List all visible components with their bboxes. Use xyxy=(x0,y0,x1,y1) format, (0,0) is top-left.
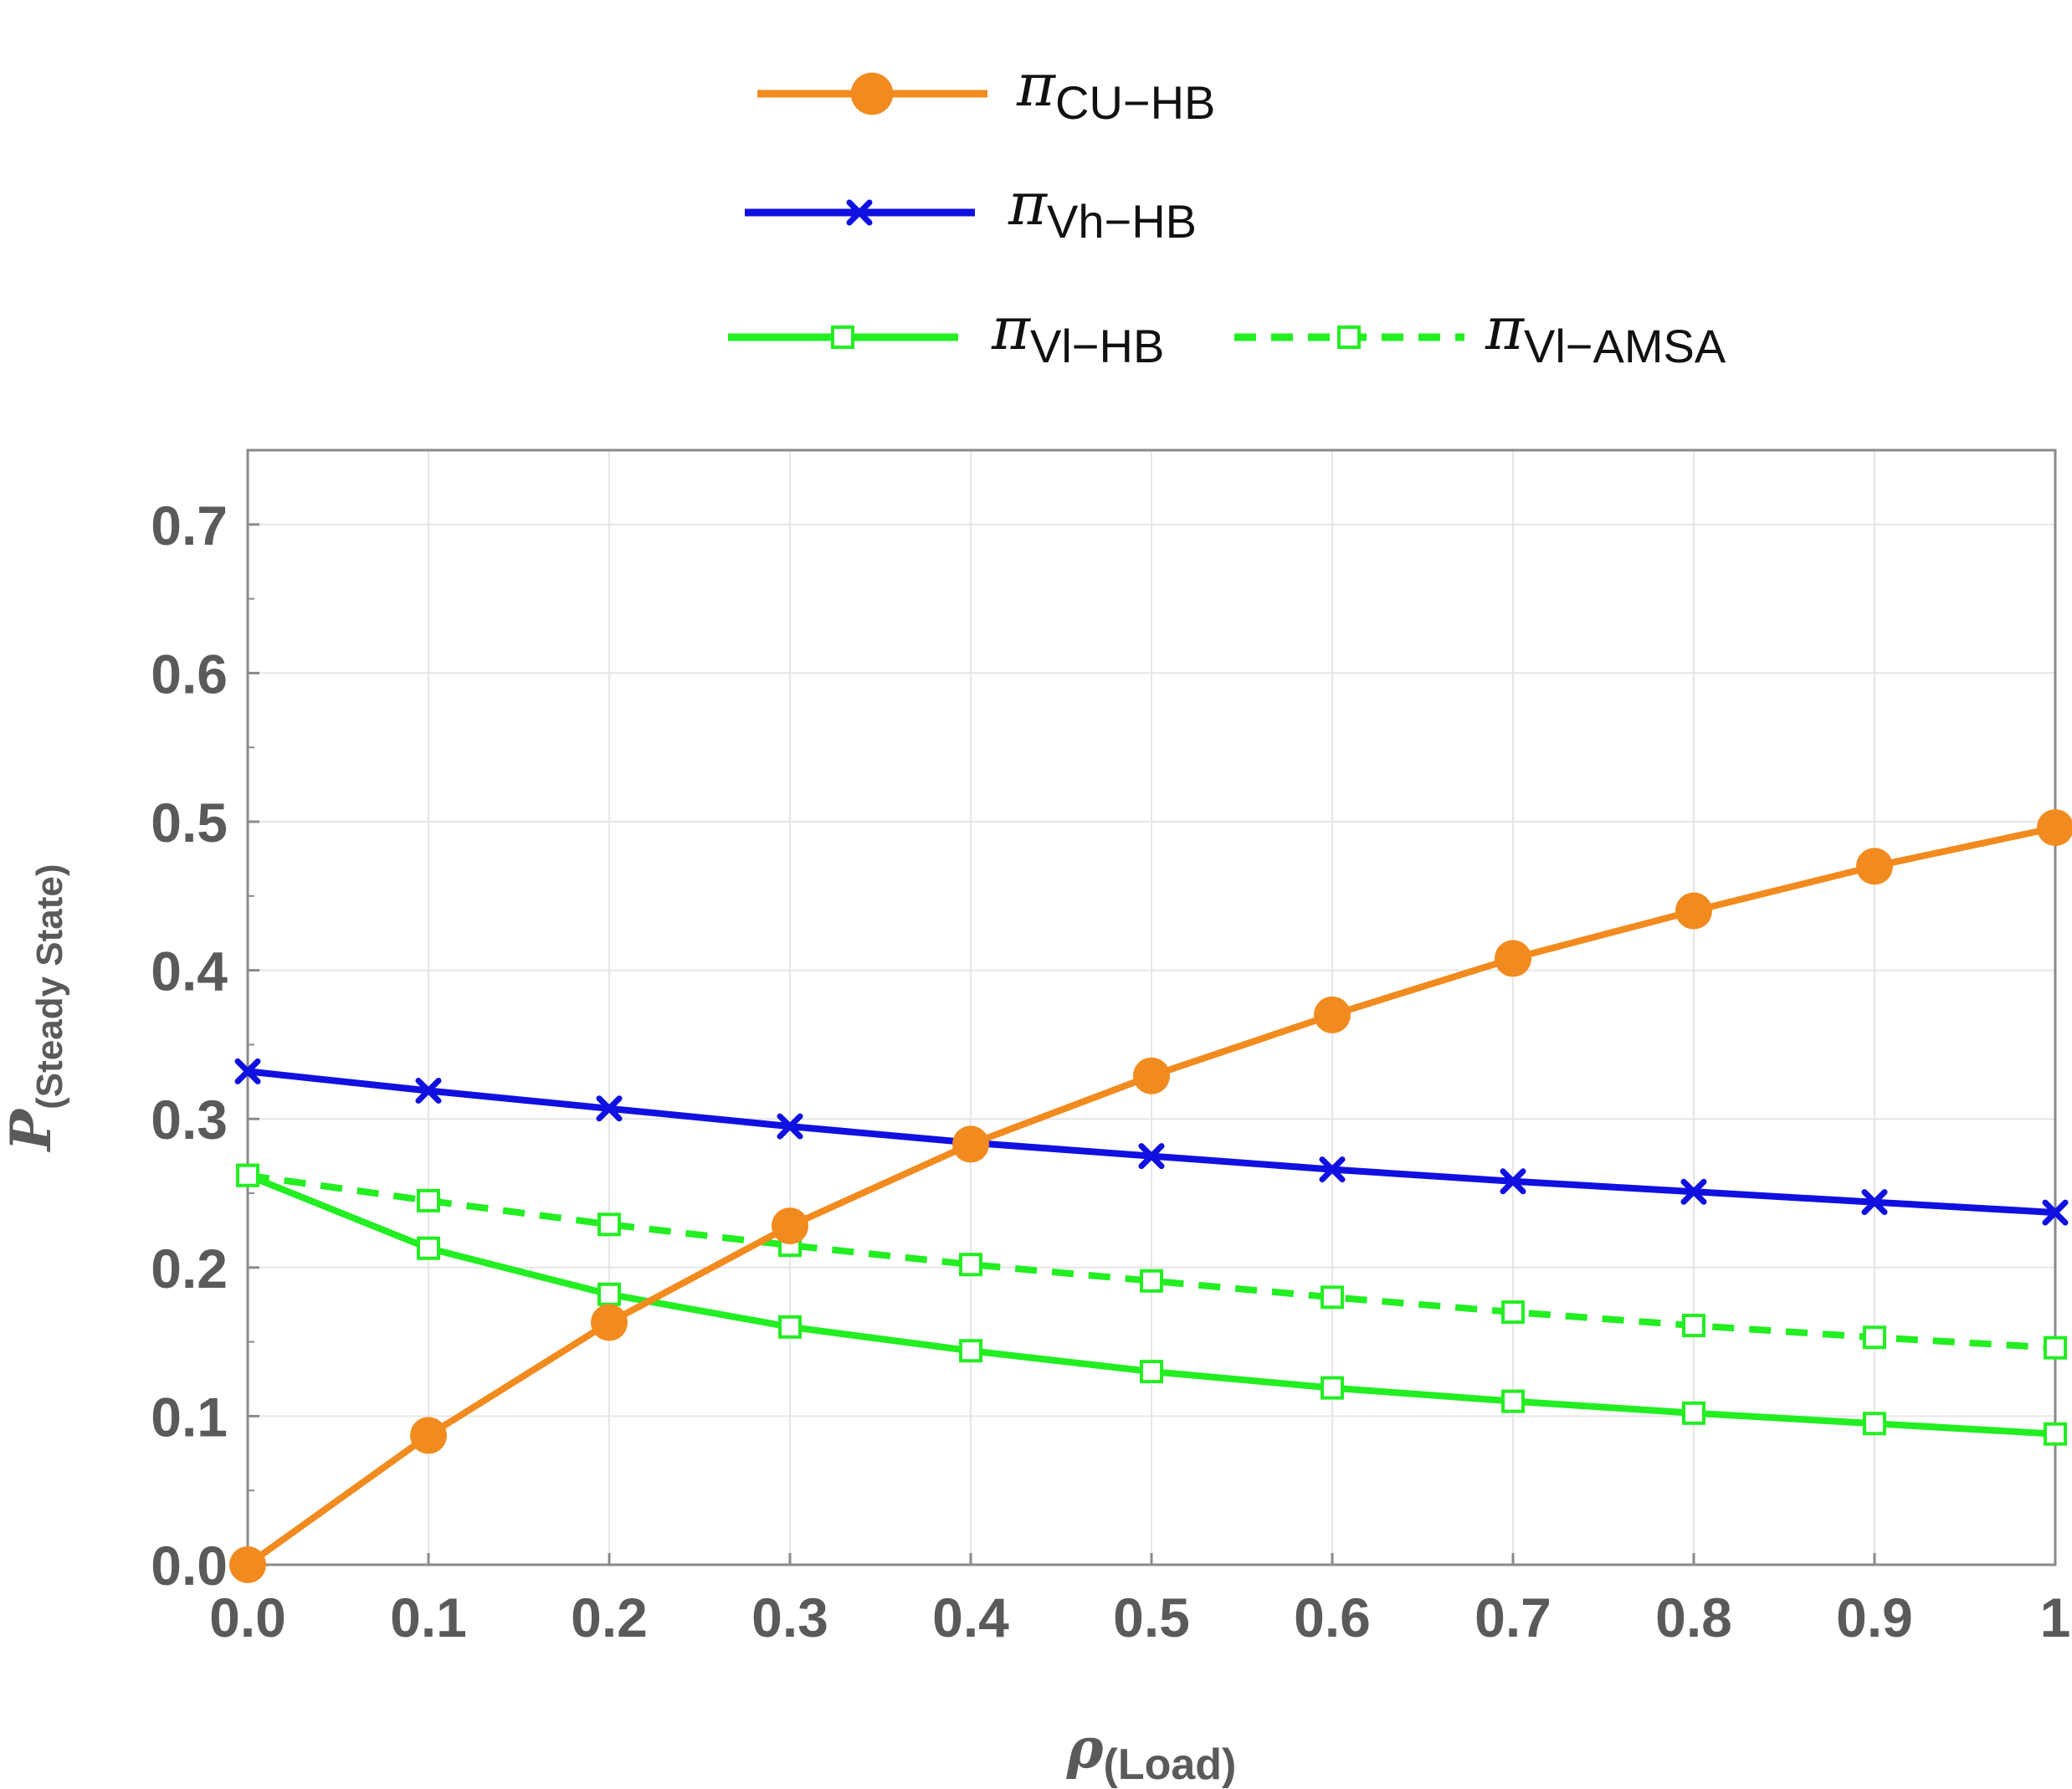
x-tick-label: 0.7 xyxy=(1475,1587,1551,1648)
y-axis-label-sub: (Steady State) xyxy=(29,864,70,1109)
series-line-vl-amsa xyxy=(247,1171,2056,1351)
y-axis-label: P(Steady State) xyxy=(0,864,70,1152)
data-point-vh-hb xyxy=(2042,1199,2069,1226)
x-tick-label: 0.2 xyxy=(571,1587,648,1648)
data-point-vl-hb xyxy=(236,1163,259,1187)
data-point-cu-hb xyxy=(591,1304,628,1341)
legend-label-cu-hb: πCU−HB xyxy=(1016,51,1215,129)
x-tick-label: 0.5 xyxy=(1113,1587,1190,1648)
data-point-vh-hb xyxy=(596,1095,623,1122)
data-point-vh-hb xyxy=(1861,1189,1888,1216)
data-point-cu-hb xyxy=(1675,892,1712,930)
data-point-vh-hb xyxy=(777,1113,803,1140)
grid xyxy=(247,450,2056,1566)
x-tick-label: 0.0 xyxy=(209,1587,286,1648)
y-tick-label: 0.7 xyxy=(151,495,228,556)
data-point-vl-hb xyxy=(1501,1389,1525,1413)
series-markers xyxy=(229,809,2072,1583)
x-tick-label: 0.3 xyxy=(751,1587,828,1648)
data-point-cu-hb xyxy=(1856,848,1893,885)
data-point-vl-hb xyxy=(1140,1360,1163,1384)
data-point-cu-hb xyxy=(229,1546,266,1583)
data-point-vh-hb xyxy=(846,199,873,226)
data-point-vl-hb xyxy=(1321,1376,1344,1400)
data-point-vh-hb xyxy=(234,1058,261,1084)
data-point-cu-hb xyxy=(772,1207,808,1245)
data-point-cu-hb xyxy=(410,1417,447,1454)
x-axis-label-main: ρ xyxy=(1066,1715,1105,1781)
data-point-vl-hb xyxy=(1682,1401,1705,1425)
data-point-vl-amsa xyxy=(959,1253,982,1277)
data-point-vl-hb xyxy=(831,326,854,349)
data-point-vl-hb xyxy=(1863,1412,1886,1436)
data-point-vl-amsa xyxy=(1501,1300,1525,1325)
data-point-vh-hb xyxy=(1680,1178,1707,1205)
x-tick-label: 1 xyxy=(2040,1587,2071,1648)
data-point-vl-hb xyxy=(778,1315,802,1339)
y-tick-label: 0.3 xyxy=(151,1089,228,1151)
data-point-vh-hb xyxy=(1319,1156,1346,1183)
legend-label-vl-hb: πVl−HB xyxy=(991,295,1164,372)
y-tick-label: 0.5 xyxy=(151,792,228,853)
data-point-cu-hb xyxy=(850,72,894,115)
data-point-vh-hb xyxy=(1500,1168,1526,1195)
legend-label-vl-amsa: πVl−AMSA xyxy=(1485,295,1726,372)
data-point-vl-amsa xyxy=(417,1188,440,1212)
x-tick-label: 0.4 xyxy=(932,1587,1009,1648)
y-tick-label: 0.1 xyxy=(151,1386,228,1448)
x-tick-label: 0.8 xyxy=(1655,1587,1732,1648)
data-point-vl-hb xyxy=(2044,1422,2067,1446)
data-point-vl-amsa xyxy=(597,1212,621,1237)
y-tick-label: 0.4 xyxy=(151,941,228,1002)
x-tick-label: 0.1 xyxy=(390,1587,467,1648)
data-point-cu-hb xyxy=(1133,1057,1170,1094)
data-point-vl-hb xyxy=(959,1339,982,1363)
data-point-vl-hb xyxy=(597,1282,621,1306)
data-point-vl-amsa xyxy=(2044,1335,2067,1360)
axis-ticks: 0.0 0.1 0.2 0.3 0.4 0.5 0.6 0.7 0.8 0.9 1 0.0 0.1 0.2… xyxy=(151,449,2071,1648)
data-point-vl-hb xyxy=(417,1236,440,1260)
data-point-vl-amsa xyxy=(1682,1314,1705,1338)
data-point-vh-hb xyxy=(415,1077,442,1104)
data-point-vh-hb xyxy=(1138,1143,1165,1170)
data-point-cu-hb xyxy=(1314,996,1351,1033)
data-point-cu-hb xyxy=(2037,809,2072,847)
y-tick-label: 0.2 xyxy=(151,1238,228,1299)
data-point-cu-hb xyxy=(952,1125,989,1163)
data-point-cu-hb xyxy=(1495,940,1531,977)
legend: πCU−HB πVh−HB πVl−HB πVl−AMSA xyxy=(728,51,1726,372)
x-axis-label: ρ(Load) xyxy=(1066,1715,1237,1789)
legend-label-vh-hb: πVh−HB xyxy=(1008,170,1197,248)
x-tick-label: 0.9 xyxy=(1836,1587,1913,1648)
y-axis-label-main: P xyxy=(0,1108,64,1153)
y-tick-label: 0.0 xyxy=(151,1535,228,1597)
data-point-vl-amsa xyxy=(1321,1285,1344,1310)
y-tick-label: 0.6 xyxy=(151,643,228,705)
data-point-vl-amsa xyxy=(1863,1325,1886,1350)
data-point-vl-amsa xyxy=(1337,326,1361,349)
x-tick-label: 0.6 xyxy=(1294,1587,1371,1648)
x-axis-label-sub: (Load) xyxy=(1104,1740,1237,1789)
data-point-vl-amsa xyxy=(1140,1269,1163,1293)
